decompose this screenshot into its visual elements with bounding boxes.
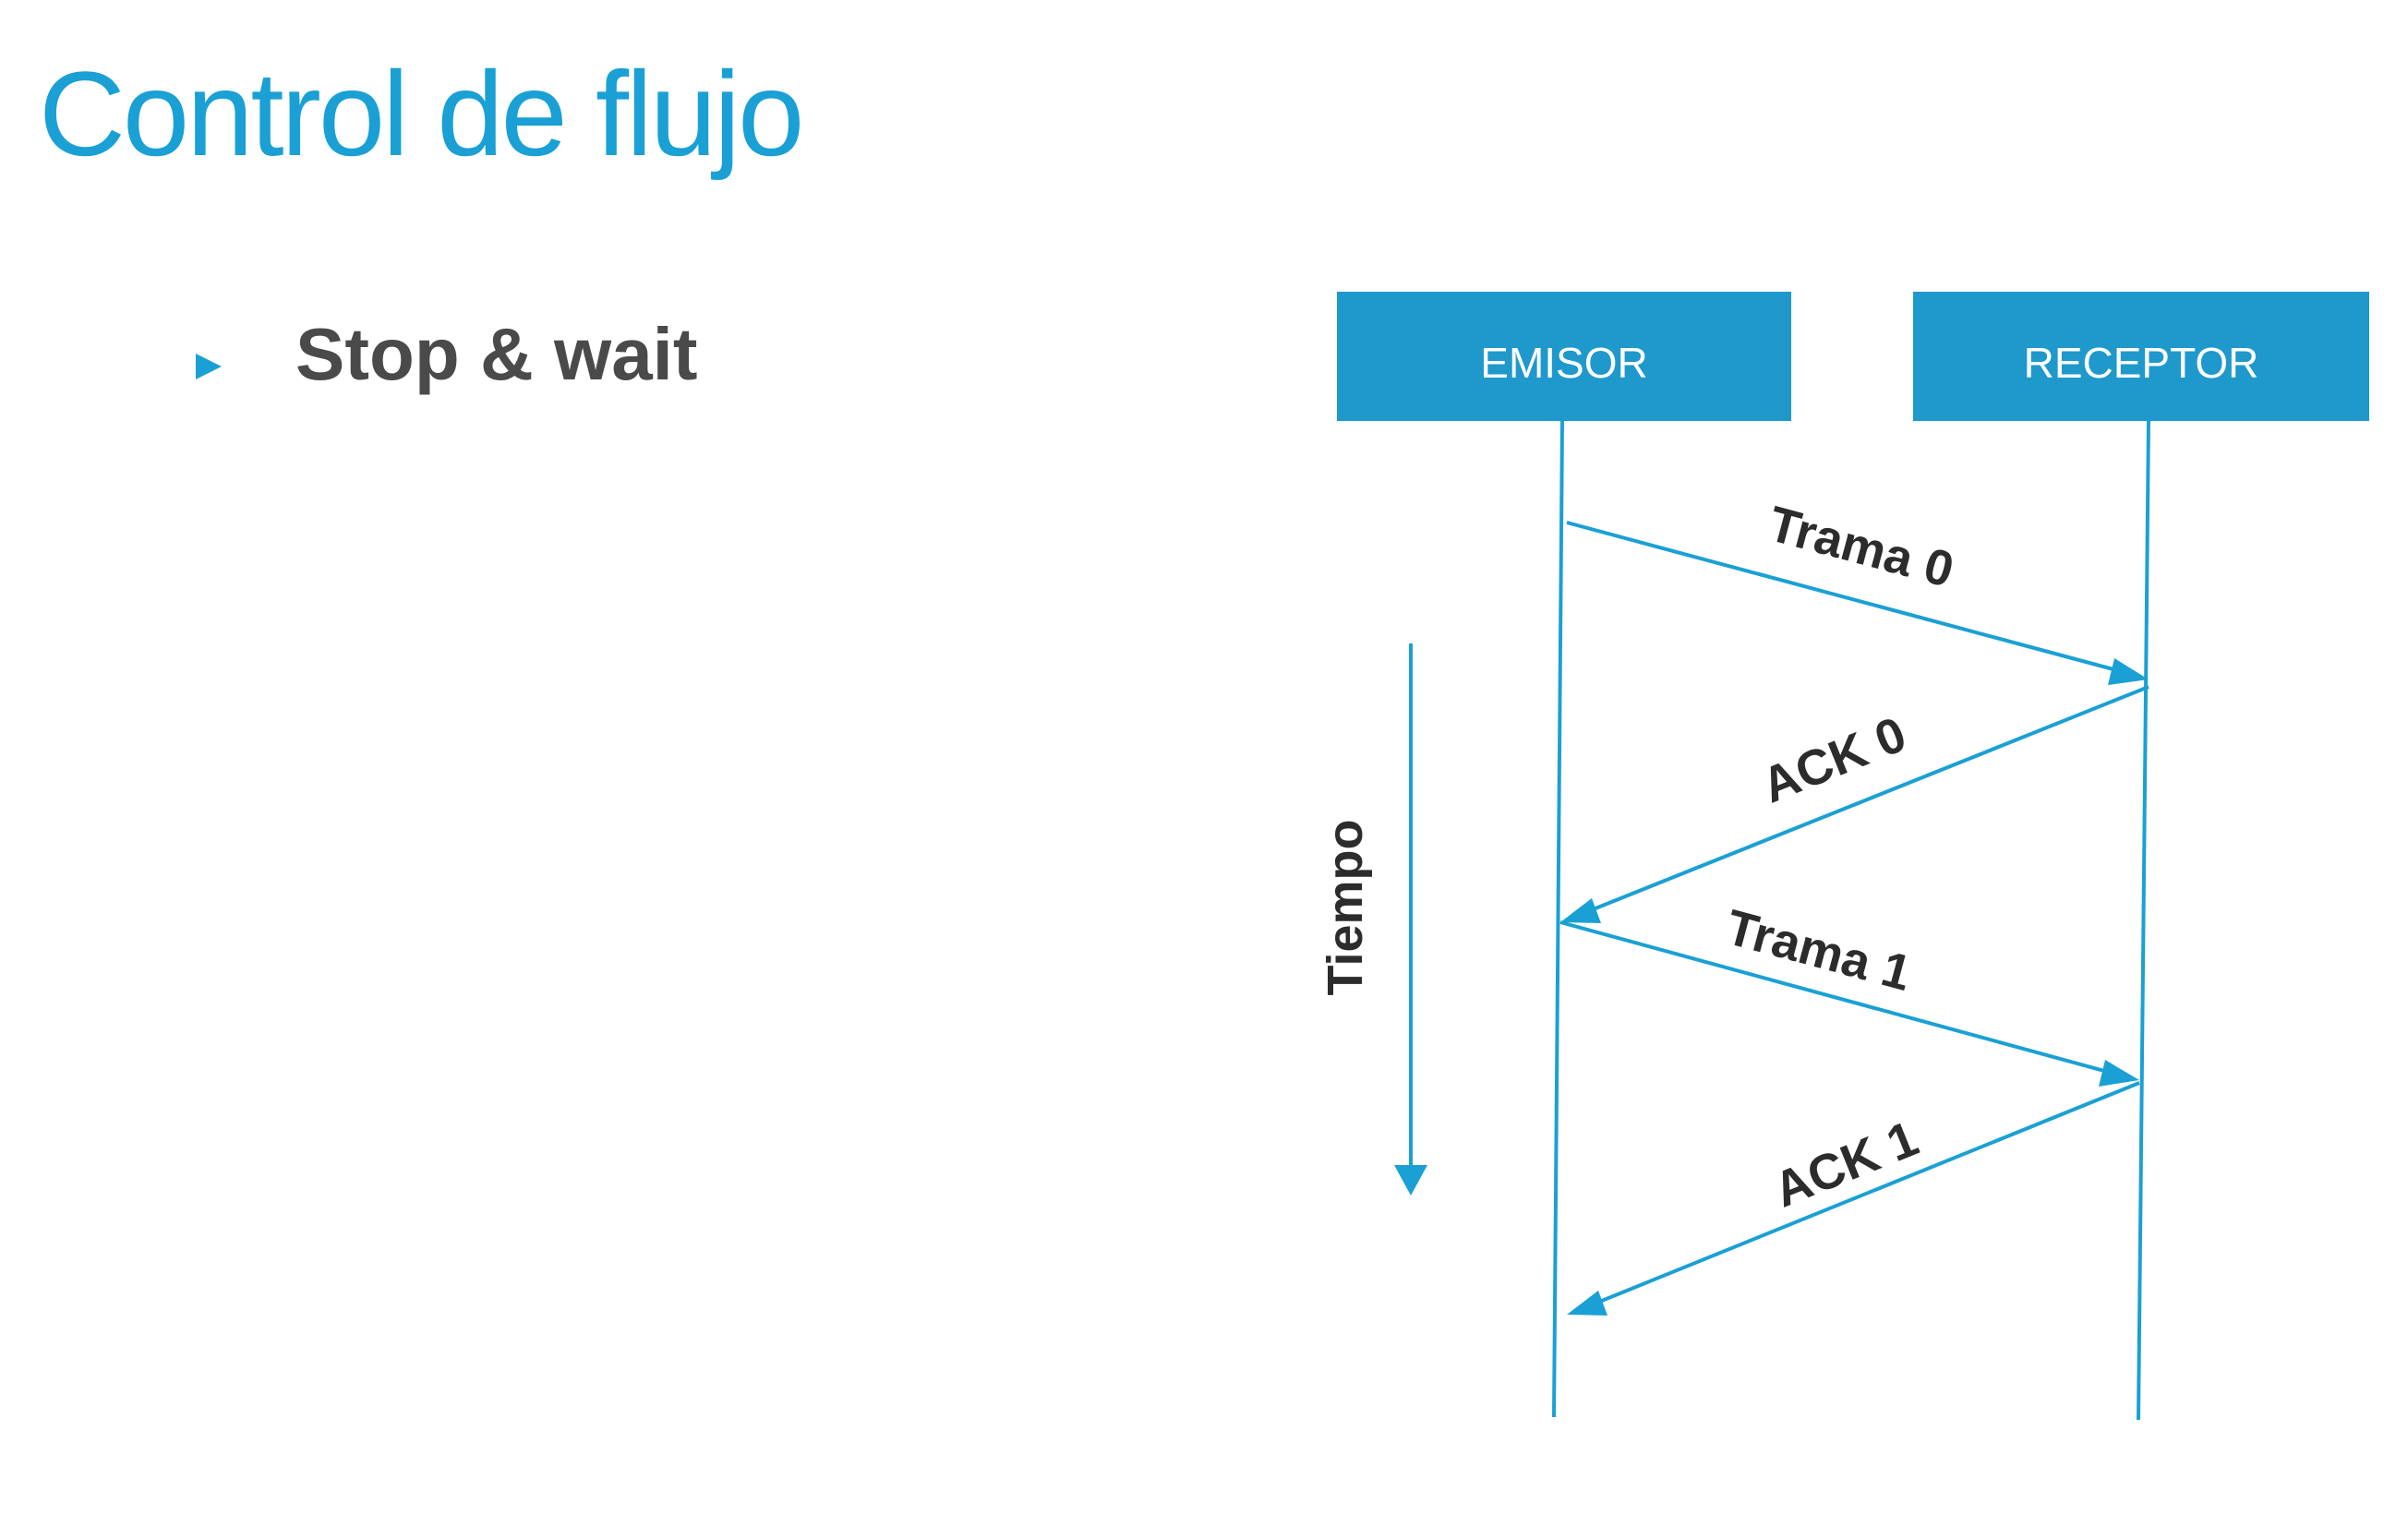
time-axis-label: Tiempo [1318, 819, 1373, 995]
actor-sender-label: EMISOR [1480, 339, 1647, 387]
arrowhead-ack-1-icon [1567, 1291, 1607, 1316]
message-arrow-ack-0 [1585, 685, 2149, 914]
actor-receiver-label: RECEPTOR [2024, 339, 2259, 387]
message-label-ack-0: ACK 0 [1754, 706, 1914, 813]
arrowhead-trama-1-icon [2099, 1060, 2139, 1087]
arrowhead-ack-0-icon [1560, 898, 1601, 923]
message-arrow-trama-1 [1559, 920, 2115, 1075]
bullet-item-stop-and-wait: Stop & wait [295, 313, 698, 395]
time-axis-arrow-icon [1394, 1165, 1427, 1196]
message-arrow-ack-1 [1592, 1081, 2140, 1306]
actor-receiver-box: RECEPTOR [1913, 292, 2369, 421]
arrowhead-trama-0-icon [2108, 658, 2149, 685]
actor-sender-box: EMISOR [1337, 292, 1791, 421]
receiver-lifeline [2137, 420, 2150, 1421]
sender-lifeline [1552, 420, 1564, 1418]
slide-title: Control de flujo [39, 46, 804, 181]
bullet-triangle-icon [196, 354, 222, 379]
message-label-trama-1: Trama 1 [1720, 899, 1917, 1002]
message-arrow-trama-0 [1566, 521, 2125, 674]
